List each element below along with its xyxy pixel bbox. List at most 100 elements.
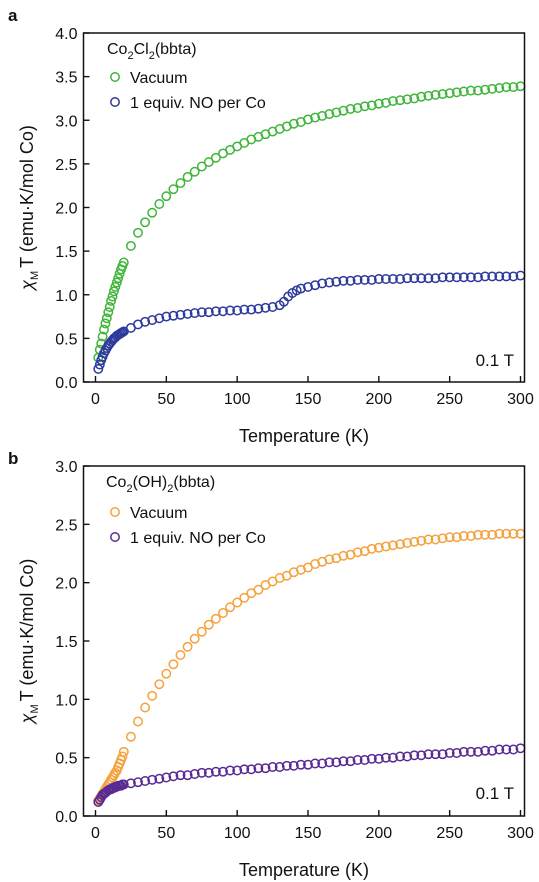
panel-b-y-tick-label-3: 1.5 <box>55 634 77 651</box>
panel-a-series-1-point <box>218 306 228 317</box>
panel-b-series-1-point <box>331 757 342 768</box>
panel-a-series-0-point <box>380 97 391 108</box>
panel-a-series-0-point <box>487 83 498 94</box>
panel-b-series-1-point <box>409 750 420 761</box>
panel-a-series-0-point <box>494 83 505 93</box>
panel-b-series-1-point <box>133 777 143 788</box>
panel-b-x-tick-label-3: 150 <box>295 825 322 842</box>
panel-a-series-0-point <box>465 85 476 96</box>
panel-b-series-1-point <box>118 779 129 790</box>
panel-a-series-0-point <box>352 103 363 113</box>
panel-a-series-1-point <box>210 306 221 317</box>
panel-a-y-axis-symbol: χ <box>17 279 37 292</box>
panel-a-series-1-point <box>168 310 179 321</box>
panel-b-series-1-point <box>366 753 377 764</box>
panel-b-series-1-point <box>338 756 349 767</box>
panel-b-legend-label-vacuum: Vacuum <box>130 505 188 522</box>
panel-a-x-tick-label-4: 200 <box>365 391 392 408</box>
panel-a-series-1-point <box>147 315 158 326</box>
panel-a-series-0-point <box>437 89 448 100</box>
panel-a-series-0-point <box>402 94 413 105</box>
panel-a-series-1-point <box>295 283 306 294</box>
panel-a-series-0-point <box>423 90 434 101</box>
panel-b-series-0 <box>93 528 526 806</box>
panel-b-x-axis-title: Temperature (K) <box>239 860 369 880</box>
panel-a-series-1-point <box>430 273 441 284</box>
panel-b-series-1-point <box>451 748 462 758</box>
panel-a-y-tick-label-4: 2.0 <box>55 201 77 218</box>
panel-b-plot-frame <box>82 465 526 817</box>
panel-a-series-0-point <box>118 257 129 268</box>
panel-a-x-tick-label-2: 100 <box>224 391 251 408</box>
panel-b-series-0-point <box>437 533 448 544</box>
panel-b-series-0-point <box>402 538 413 548</box>
panel-a-series-0-point <box>99 324 109 335</box>
panel-a-legend-marker-vacuum <box>110 72 120 82</box>
panel-a-series-1-point <box>437 272 448 283</box>
panel-b-series-0-point <box>473 529 483 540</box>
panel-b-series-1-point <box>310 758 321 769</box>
panel-a-series-0-point <box>331 107 342 118</box>
panel-a-series-1-point <box>366 274 377 285</box>
panel-b-series-0-point <box>366 543 377 554</box>
panel-b-series-0-point <box>494 528 505 539</box>
panel-b-series-1-point <box>232 765 243 776</box>
panel-a-series-0-point <box>101 313 112 324</box>
panel-a-series-0-point <box>182 172 193 182</box>
panel-b-series-0-point <box>508 528 519 539</box>
panel-a-series-0-point <box>501 82 512 93</box>
panel-a-series-0-point <box>154 199 165 209</box>
panel-a-y-tick-label-3: 1.5 <box>55 244 77 261</box>
panel-b-series-0-point <box>352 547 363 558</box>
panel-a-x-tick-label-0: 0 <box>91 391 100 408</box>
panel-b-series-1-point <box>423 749 434 760</box>
panel-a-series-0-point <box>359 101 370 112</box>
panel-a-series-0-point <box>175 178 186 189</box>
panel-a-series-0-point <box>168 184 179 195</box>
panel-a-series-0-point <box>100 318 111 329</box>
panel-b-series-1-point <box>246 764 257 775</box>
panel-a-series-0-point <box>430 89 441 100</box>
panel-a-plot-frame <box>82 32 526 383</box>
panel-b-series-1-point <box>487 745 498 756</box>
panel-b-series-1-point <box>380 752 391 763</box>
panel-a-x-tick-label-6: 300 <box>507 391 534 408</box>
panel-a-series-1-point <box>140 316 151 327</box>
panel-a-series-1-point <box>239 304 250 315</box>
panel-b-series-0-point <box>203 619 214 630</box>
panel-a-series-1-point <box>494 271 505 282</box>
panel-b-series-1-point <box>458 746 469 757</box>
panel-b-series-1-point <box>295 759 306 770</box>
panel-a-series-0-point <box>203 157 214 168</box>
panel-b-series-1-point <box>140 776 151 786</box>
panel-a-series-0-point <box>338 105 349 116</box>
panel-b-series-1-point <box>317 758 328 769</box>
panel-a-y-tick-label-7: 3.5 <box>55 70 77 87</box>
panel-a-series-0-point <box>147 207 158 218</box>
panel-b-y-axis-title: χM T (emu·K/mol Co) <box>17 559 41 726</box>
panel-b-series-1 <box>93 743 526 807</box>
panel-a-series-1-point <box>501 271 512 282</box>
panel-b-series-0-point <box>324 554 335 565</box>
panel-b-series-1-point <box>267 762 278 772</box>
panel-a-series-0-point <box>473 85 483 96</box>
panel-b-series-0-point <box>373 542 384 553</box>
panel-b-series-1-point <box>147 774 158 785</box>
panel-a-series-0-point <box>140 217 151 228</box>
panel-b-plot: 0 50 100 150 200 250 300 0.0 0.5 1.0 1.5 2.0 2.5 3.0 <box>55 459 534 842</box>
panel-a-series-1-point <box>380 274 391 284</box>
panel-a-series-1-point <box>508 271 519 282</box>
panel-b-series-1-point <box>416 750 427 761</box>
panel-a-series-0-point <box>310 112 321 123</box>
panel-a-y-axis-title: χM T (emu·K/mol Co) <box>17 125 41 292</box>
panel-a-series-1-point <box>317 278 328 289</box>
panel-b-series-1-point <box>175 770 186 781</box>
panel-b-series-0-point <box>458 531 469 541</box>
panel-a-x-tick-label-3: 150 <box>295 391 322 408</box>
panel-b-legend-label-no: 1 equiv. NO per Co <box>130 530 266 547</box>
panel-b-series-1-point <box>196 767 207 778</box>
panel-b-series-0-point <box>161 668 172 679</box>
panel-a-x-axis-title: Temperature (K) <box>239 426 369 446</box>
panel-a-series-1-point <box>175 309 186 320</box>
